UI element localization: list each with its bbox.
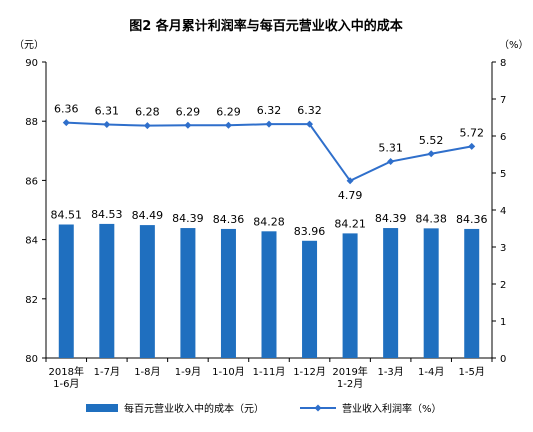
line-data-label: 5.31 bbox=[378, 142, 403, 155]
bar bbox=[180, 228, 196, 358]
bar-data-label: 84.51 bbox=[51, 209, 83, 222]
legend-line-label: 营业收入利润率（%） bbox=[342, 402, 442, 415]
x-tick-label: 2018年 bbox=[49, 365, 84, 378]
line-data-label: 6.36 bbox=[54, 103, 79, 116]
x-tick-label: 1-12月 bbox=[293, 366, 326, 378]
x-tick-label: 1-3月 bbox=[377, 366, 403, 378]
bar-data-label: 84.21 bbox=[334, 217, 366, 230]
x-tick-label: 1-9月 bbox=[175, 366, 201, 378]
right-tick-label: 4 bbox=[500, 206, 506, 217]
left-tick-label: 88 bbox=[25, 117, 38, 128]
legend-bar-swatch bbox=[86, 404, 118, 412]
line-marker bbox=[346, 177, 354, 185]
right-tick-label: 5 bbox=[500, 169, 506, 180]
x-tick-label: 1-6月 bbox=[53, 378, 79, 390]
bar-data-label: 84.53 bbox=[91, 208, 123, 221]
line-data-label: 6.31 bbox=[95, 105, 120, 118]
line-marker bbox=[265, 120, 273, 128]
line-data-label: 5.72 bbox=[459, 126, 484, 139]
left-tick-label: 80 bbox=[25, 354, 38, 365]
x-tick-label: 2019年 bbox=[332, 365, 367, 378]
right-tick-label: 7 bbox=[500, 95, 506, 106]
line-marker bbox=[306, 120, 314, 128]
line-marker bbox=[103, 121, 111, 129]
line-data-label: 6.29 bbox=[176, 105, 201, 118]
x-tick-label: 1-5月 bbox=[459, 366, 485, 378]
left-tick-label: 84 bbox=[25, 236, 38, 247]
bar-data-label: 84.36 bbox=[213, 213, 245, 226]
x-tick-label: 1-10月 bbox=[212, 366, 245, 378]
right-tick-label: 3 bbox=[500, 243, 506, 254]
right-tick-label: 8 bbox=[500, 58, 506, 69]
line-marker bbox=[62, 119, 70, 127]
bar-data-label: 84.39 bbox=[375, 212, 407, 225]
bar bbox=[139, 225, 155, 358]
line-data-label: 6.32 bbox=[257, 104, 282, 117]
plot-area: 80 82 84 86 88 90 0 1 2 3 4 5 6 7 8 84.51 84.53 84.49 84.3… bbox=[25, 58, 506, 390]
line-marker bbox=[224, 121, 232, 129]
legend: 每百元营业收入中的成本（元） 营业收入利润率（%） bbox=[86, 402, 442, 415]
right-tick-label: 0 bbox=[500, 354, 506, 365]
legend-line-marker bbox=[314, 404, 322, 412]
right-tick-label: 2 bbox=[500, 280, 506, 291]
left-tick-label: 90 bbox=[25, 58, 38, 69]
line-marker bbox=[184, 121, 192, 129]
x-tick-label: 1-7月 bbox=[94, 366, 120, 378]
bar-data-label: 84.28 bbox=[253, 215, 285, 228]
right-tick-label: 1 bbox=[500, 317, 506, 328]
bar bbox=[464, 228, 480, 358]
left-tick-label: 86 bbox=[25, 176, 38, 187]
x-tick-label: 1-8月 bbox=[134, 366, 160, 378]
bar-data-label: 84.49 bbox=[132, 209, 164, 222]
right-tick-label: 6 bbox=[500, 132, 506, 143]
line-data-label: 5.52 bbox=[419, 134, 444, 147]
bar-data-label: 84.39 bbox=[172, 212, 204, 225]
line-data-label: 4.79 bbox=[338, 189, 363, 202]
left-axis-unit: （元） bbox=[14, 39, 44, 51]
line-data-label: 6.29 bbox=[216, 105, 241, 118]
line-data-label: 6.32 bbox=[297, 104, 322, 117]
line-marker bbox=[143, 122, 151, 130]
bar bbox=[261, 231, 277, 358]
bar-data-label: 83.96 bbox=[294, 225, 326, 238]
chart-title: 图2 各月累计利润率与每百元营业收入中的成本 bbox=[129, 18, 403, 34]
line-data-label: 6.28 bbox=[135, 106, 160, 119]
legend-bar-label: 每百元营业收入中的成本（元） bbox=[124, 402, 264, 415]
bar-data-label: 84.38 bbox=[415, 212, 447, 225]
left-tick-label: 82 bbox=[25, 295, 38, 306]
x-tick-label: 1-4月 bbox=[418, 366, 444, 378]
line-marker bbox=[387, 158, 395, 166]
line-marker bbox=[427, 150, 435, 158]
bar bbox=[99, 223, 115, 358]
bar bbox=[342, 233, 358, 358]
bar-data-label: 84.36 bbox=[456, 213, 488, 226]
bar bbox=[220, 228, 236, 358]
x-tick-label: 1-2月 bbox=[337, 378, 363, 390]
bar bbox=[302, 240, 318, 358]
line-marker bbox=[468, 142, 476, 150]
line-series bbox=[66, 121, 472, 183]
x-tick-label: 1-11月 bbox=[253, 366, 286, 378]
bar bbox=[58, 224, 74, 358]
right-axis-unit: （%） bbox=[499, 39, 529, 51]
bar bbox=[423, 228, 439, 358]
bar bbox=[383, 228, 399, 358]
